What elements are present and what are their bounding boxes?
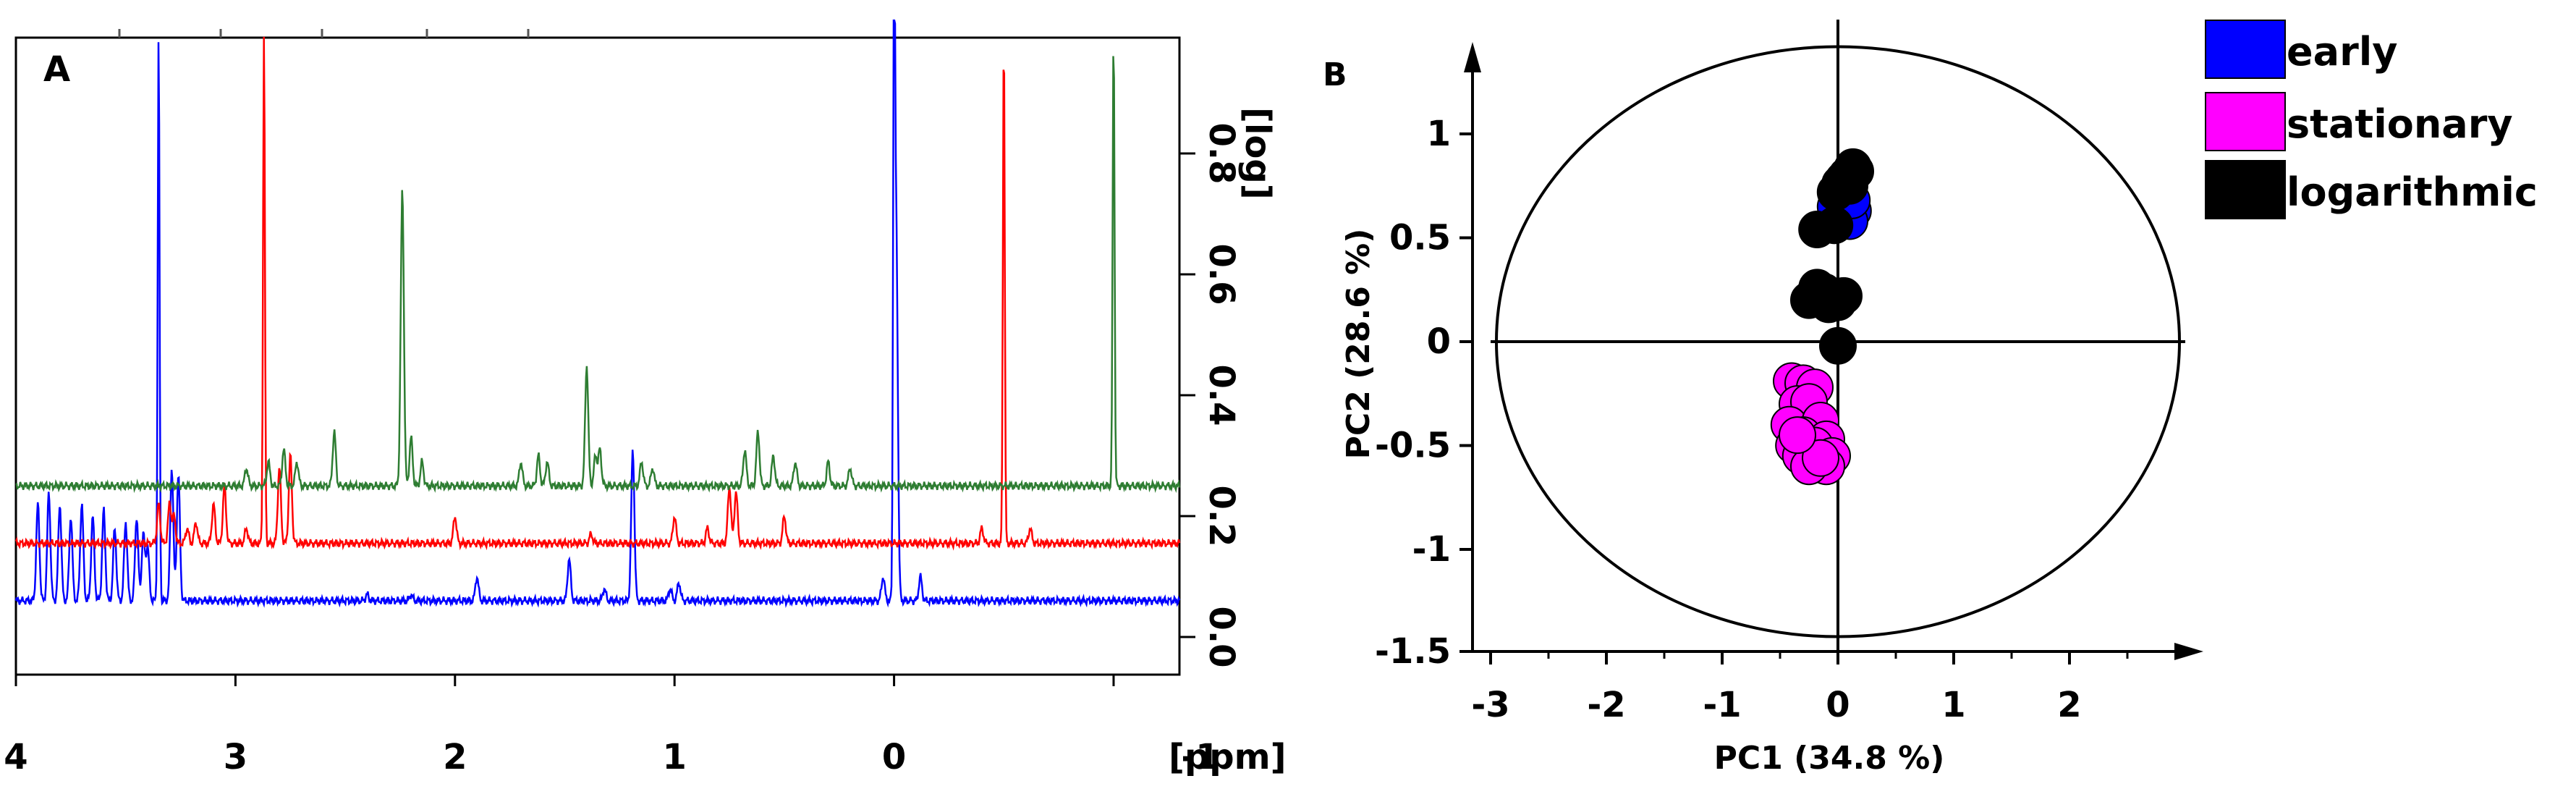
pca-x-tick-label: -2 bbox=[1587, 685, 1625, 725]
spectrum-y-tick-label: 0.4 bbox=[1201, 364, 1242, 426]
spectrum-line-stationary bbox=[14, 36, 1181, 551]
spectrum-line-early bbox=[14, 20, 1181, 608]
pca-y-tick-label: -0.5 bbox=[1375, 426, 1451, 466]
pca-score-points bbox=[1770, 148, 1874, 486]
pca-legend: early stationary logarithmic bbox=[2205, 20, 2538, 219]
pca-point-stationary bbox=[1802, 439, 1839, 477]
spectrum-x-tick-label: 0 bbox=[882, 737, 906, 777]
pca-x-tick-label: -1 bbox=[1703, 685, 1741, 725]
pca-point-logarithmic bbox=[1819, 326, 1857, 365]
spectrum-y-tick-label: 0.6 bbox=[1201, 243, 1242, 305]
pca-score-panel: B -3 -2 -1 0 1 2 -1.5 -1 -0.5 0 0.5 1 PC1 (34.8 %)… bbox=[1323, 20, 2203, 777]
pca-x-tick-label: -3 bbox=[1471, 685, 1509, 725]
pca-y-axis-arrow bbox=[1464, 42, 1481, 72]
pca-x-axis-arrow bbox=[2174, 643, 2203, 660]
pca-point-logarithmic bbox=[1816, 206, 1854, 245]
pca-x-axis-label: PC1 (34.8 %) bbox=[1714, 740, 1945, 777]
spectrum-panel-label: A bbox=[43, 49, 70, 90]
legend-label-stationary: stationary bbox=[2287, 101, 2513, 147]
spectrum-plot-frame bbox=[14, 36, 1181, 676]
pca-y-tick-label: -1 bbox=[1412, 529, 1451, 570]
spectrum-x-tick-label: 1 bbox=[662, 737, 686, 777]
legend-label-logarithmic: logarithmic bbox=[2287, 169, 2538, 215]
pca-y-axis-label: PC2 (28.6 %) bbox=[1340, 229, 1377, 460]
pca-x-tick-label: 2 bbox=[2057, 685, 2081, 725]
spectrum-y-axis-label: [log] bbox=[1237, 107, 1278, 200]
pca-y-tick-label: 1 bbox=[1427, 114, 1451, 154]
nmr-spectrum-panel: A 4 3 2 1 0 -1 [ppm] 0.0 0.2 0.4 0.6 0.8 [log] bbox=[4, 20, 1287, 777]
pca-point-logarithmic bbox=[1816, 173, 1855, 211]
spectrum-series-lines bbox=[14, 20, 1181, 608]
spectrum-x-tick-label: 2 bbox=[443, 737, 467, 777]
spectrum-y-tick-label: 0.0 bbox=[1201, 606, 1242, 667]
spectrum-x-tick-label: -1 bbox=[1181, 737, 1219, 777]
spectrum-y-axis: 0.0 0.2 0.4 0.6 0.8 bbox=[1179, 122, 1242, 668]
legend-swatch-early bbox=[2205, 20, 2286, 79]
legend-swatch-stationary bbox=[2205, 92, 2286, 151]
pca-y-tick-label: 0.5 bbox=[1389, 218, 1451, 258]
pca-y-axis: -1.5 -1 -0.5 0 0.5 1 bbox=[1375, 114, 1473, 672]
spectrum-y-tick-label: 0.8 bbox=[1201, 122, 1242, 184]
spectrum-x-tick-label: 3 bbox=[224, 737, 247, 777]
spectrum-x-axis-label: [ppm] bbox=[1169, 737, 1287, 777]
spectrum-line-logarithmic bbox=[15, 56, 1181, 494]
pca-y-tick-label: -1.5 bbox=[1375, 631, 1451, 672]
pca-point-logarithmic bbox=[1819, 283, 1857, 321]
spectrum-top-ticks bbox=[118, 29, 530, 38]
spectrum-y-tick-label: 0.2 bbox=[1201, 485, 1242, 547]
pca-y-tick-label: 0 bbox=[1427, 321, 1451, 362]
pca-x-tick-label: 0 bbox=[1826, 685, 1850, 725]
legend-swatch-logarithmic bbox=[2205, 160, 2286, 219]
spectrum-x-tick-label: 4 bbox=[4, 737, 27, 777]
pca-x-tick-label: 1 bbox=[1941, 685, 1965, 725]
pca-x-axis: -3 -2 -1 0 1 2 bbox=[1471, 651, 2129, 725]
pca-point-stationary bbox=[1779, 416, 1816, 455]
spectrum-x-axis: 4 3 2 1 0 -1 bbox=[4, 675, 1220, 777]
legend-label-early: early bbox=[2287, 29, 2397, 75]
pca-panel-label: B bbox=[1323, 56, 1347, 93]
